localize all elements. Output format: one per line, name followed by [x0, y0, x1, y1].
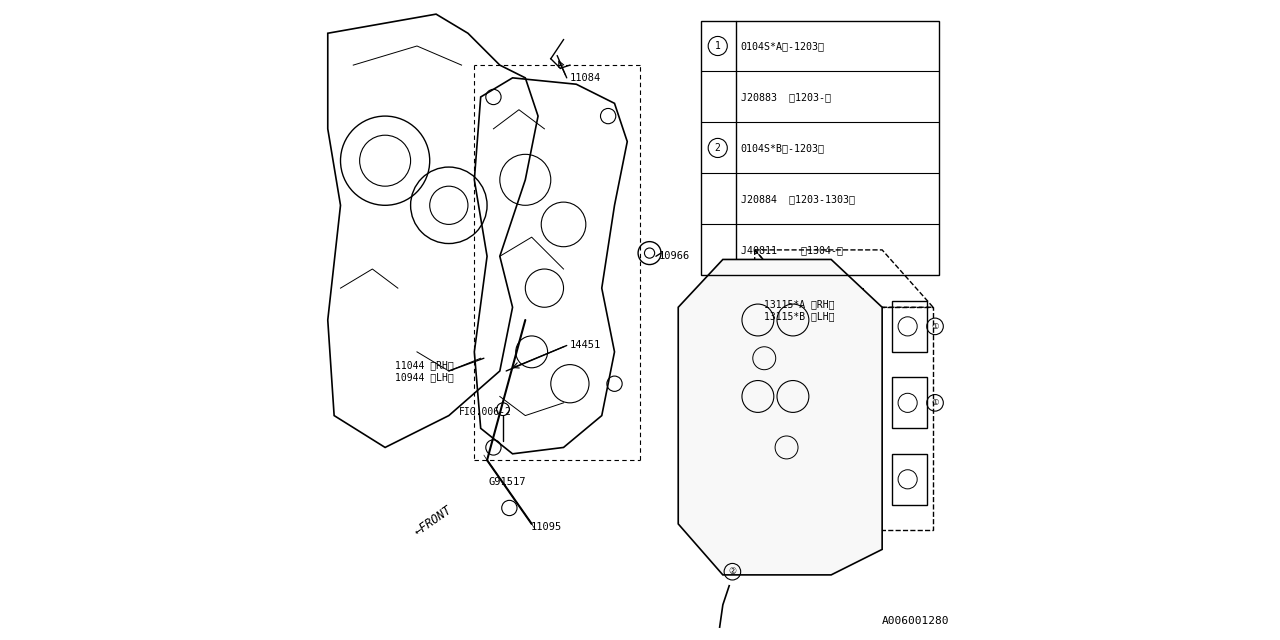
- Text: 0104S*A（-1203）: 0104S*A（-1203）: [741, 41, 824, 51]
- Text: J20883  （1203-）: J20883 （1203-）: [741, 92, 831, 102]
- Text: ②: ②: [728, 567, 736, 576]
- Text: 2: 2: [714, 143, 721, 153]
- Text: 10966: 10966: [659, 252, 690, 261]
- Text: ①: ①: [932, 322, 938, 331]
- Text: ←FRONT: ←FRONT: [412, 503, 454, 538]
- Text: 14451: 14451: [570, 340, 602, 351]
- Text: FIG.006-2: FIG.006-2: [458, 408, 511, 417]
- Text: 11095: 11095: [530, 522, 562, 532]
- Text: 11084: 11084: [570, 73, 602, 83]
- Polygon shape: [678, 259, 882, 575]
- Bar: [700, 20, 940, 275]
- Text: 13115*A 〈RH〉
13115*B 〈LH〉: 13115*A 〈RH〉 13115*B 〈LH〉: [764, 300, 835, 321]
- Text: G91517: G91517: [489, 477, 526, 488]
- Text: 1: 1: [714, 41, 721, 51]
- Text: A006001280: A006001280: [882, 616, 948, 626]
- Text: J40811    （1304-）: J40811 （1304-）: [741, 245, 842, 255]
- Text: J20884  （1203-1303）: J20884 （1203-1303）: [741, 194, 855, 204]
- Text: ①: ①: [932, 398, 938, 407]
- Text: 11044 〈RH〉
10944 〈LH〉: 11044 〈RH〉 10944 〈LH〉: [394, 360, 453, 382]
- Text: 0104S*B（-1203）: 0104S*B（-1203）: [741, 143, 824, 153]
